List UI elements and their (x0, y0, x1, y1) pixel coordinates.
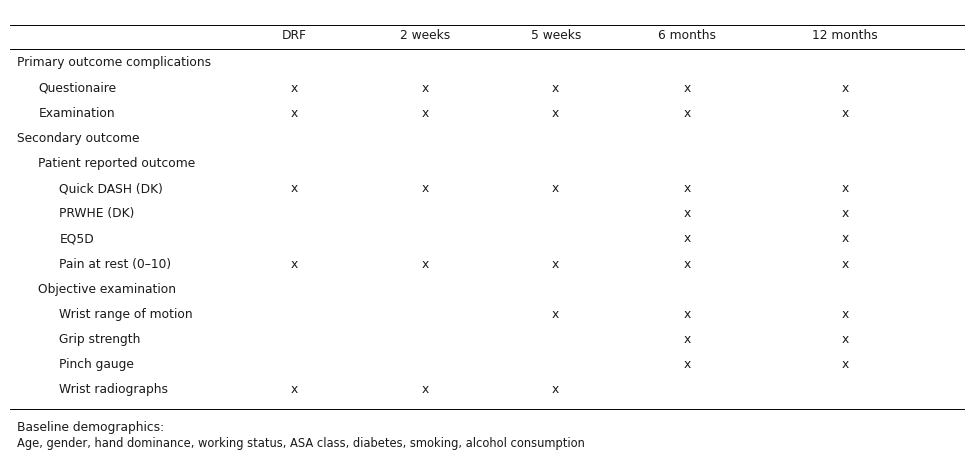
Text: Quick DASH (DK): Quick DASH (DK) (59, 182, 164, 195)
Text: DRF: DRF (281, 29, 307, 43)
Text: x: x (842, 82, 848, 94)
Text: Questionaire: Questionaire (38, 82, 117, 94)
Text: 6 months: 6 months (658, 29, 717, 43)
Text: x: x (684, 107, 692, 120)
Text: Patient reported outcome: Patient reported outcome (38, 157, 196, 170)
Text: EQ5D: EQ5D (59, 232, 94, 245)
Text: x: x (842, 358, 848, 371)
Text: x: x (842, 207, 848, 220)
Text: x: x (684, 257, 692, 271)
Text: x: x (290, 257, 298, 271)
Text: Objective examination: Objective examination (38, 283, 176, 296)
Text: 12 months: 12 months (812, 29, 878, 43)
Text: x: x (552, 82, 559, 94)
Text: x: x (842, 182, 848, 195)
Text: Pain at rest (0–10): Pain at rest (0–10) (59, 257, 171, 271)
Text: Grip strength: Grip strength (59, 333, 141, 346)
Text: Examination: Examination (38, 107, 115, 120)
Text: x: x (842, 257, 848, 271)
Text: x: x (422, 82, 429, 94)
Text: Age, gender, hand dominance, working status, ASA class, diabetes, smoking, alcoh: Age, gender, hand dominance, working sta… (18, 437, 585, 450)
Text: x: x (290, 107, 298, 120)
Text: x: x (552, 308, 559, 321)
Text: x: x (842, 333, 848, 346)
Text: x: x (684, 207, 692, 220)
Text: x: x (290, 182, 298, 195)
Text: 2 weeks: 2 weeks (400, 29, 450, 43)
Text: x: x (684, 182, 692, 195)
Text: x: x (422, 383, 429, 396)
Text: x: x (422, 107, 429, 120)
Text: x: x (684, 308, 692, 321)
Text: Primary outcome complications: Primary outcome complications (18, 56, 211, 70)
Text: Baseline demographics:: Baseline demographics: (18, 421, 165, 434)
Text: x: x (552, 383, 559, 396)
Text: Wrist radiographs: Wrist radiographs (59, 383, 169, 396)
Text: x: x (842, 107, 848, 120)
Text: x: x (684, 82, 692, 94)
Text: x: x (552, 257, 559, 271)
Text: x: x (684, 358, 692, 371)
Text: x: x (290, 82, 298, 94)
Text: Pinch gauge: Pinch gauge (59, 358, 134, 371)
Text: Secondary outcome: Secondary outcome (18, 132, 140, 145)
Text: x: x (684, 232, 692, 245)
Text: x: x (552, 182, 559, 195)
Text: x: x (422, 182, 429, 195)
Text: Wrist range of motion: Wrist range of motion (59, 308, 193, 321)
Text: x: x (684, 333, 692, 346)
Text: x: x (290, 383, 298, 396)
Text: x: x (842, 232, 848, 245)
Text: x: x (552, 107, 559, 120)
Text: x: x (422, 257, 429, 271)
Text: 5 weeks: 5 weeks (531, 29, 581, 43)
Text: x: x (842, 308, 848, 321)
Text: PRWHE (DK): PRWHE (DK) (59, 207, 134, 220)
